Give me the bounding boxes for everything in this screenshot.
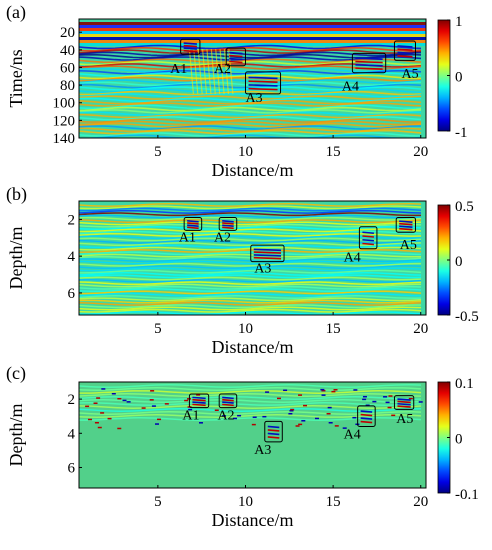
anomaly-label-a5: A5 — [396, 412, 413, 427]
x-tick-label: 20 — [413, 144, 428, 160]
y-tick-label: 100 — [53, 96, 76, 112]
x-tick-label: 5 — [154, 494, 162, 510]
colorbar-tick-label: 0 — [455, 254, 463, 270]
colorbar-tick-label: 0 — [455, 70, 463, 86]
x-tick-label: 15 — [326, 144, 341, 160]
colorbar-tick-label: 0.1 — [455, 376, 474, 392]
colorbar-tick-label: -1 — [455, 125, 468, 141]
anomaly-box-a5 — [395, 217, 416, 233]
x-axis-label: Distance/m — [212, 510, 294, 530]
y-tick-label: 40 — [60, 43, 75, 59]
anomaly-box-a1 — [180, 38, 201, 55]
x-tick-label: 10 — [238, 144, 253, 160]
anomaly-label-a1: A1 — [182, 409, 199, 424]
anomaly-box-a3 — [264, 420, 283, 443]
y-axis-label: Depth/m — [6, 404, 26, 467]
anomaly-box-a4 — [351, 52, 387, 74]
plot-frame — [78, 18, 427, 139]
anomaly-box-a3 — [244, 71, 282, 95]
panel-3: A1 A2 A3 A4 A5 5 10 15 20 2 4 6 Distance/m Depth/m (c)… — [6, 363, 479, 530]
anomaly-label-a3: A3 — [254, 262, 271, 277]
colorbar-tick-label: -0.1 — [455, 487, 479, 503]
anomaly-box-a3 — [250, 244, 285, 263]
y-tick-label: 120 — [53, 113, 76, 129]
colorbar-tick-label: 0 — [455, 432, 463, 448]
plot-frame — [78, 200, 427, 316]
panel-label: (a) — [6, 2, 26, 23]
anomaly-label-a1: A1 — [179, 230, 196, 245]
heatmap — [79, 19, 426, 138]
y-tick-label: 2 — [68, 392, 76, 408]
x-axis-label: Distance/m — [212, 160, 294, 180]
x-tick-label: 15 — [326, 321, 341, 337]
anomaly-label-a5: A5 — [401, 67, 418, 82]
y-tick-label: 6 — [68, 286, 76, 302]
y-tick-label: 2 — [68, 212, 76, 228]
anomaly-label-a4: A4 — [344, 427, 361, 442]
anomaly-label-a4: A4 — [342, 79, 359, 94]
anomaly-box-a1 — [188, 393, 210, 409]
y-tick-label: 4 — [68, 426, 76, 442]
anomaly-label-a2: A2 — [214, 230, 231, 245]
x-tick-label: 10 — [238, 494, 253, 510]
anomaly-box-a1 — [183, 217, 203, 231]
x-tick-label: 5 — [154, 144, 162, 160]
x-tick-label: 10 — [238, 321, 253, 337]
heatmap — [79, 201, 426, 315]
y-tick-label: 60 — [60, 60, 75, 76]
colorbar-tick-label: 0.5 — [455, 199, 474, 215]
colorbar-tick-label: -0.5 — [455, 309, 479, 325]
panel-label: (c) — [6, 363, 26, 384]
y-tick-label: 20 — [60, 25, 75, 41]
colorbar-tick-label: 1 — [455, 14, 463, 30]
anomaly-label-a2: A2 — [217, 409, 234, 424]
y-tick-label: 140 — [53, 131, 76, 147]
anomaly-box-a5 — [393, 40, 416, 61]
x-tick-label: 15 — [326, 494, 341, 510]
x-axis-label: Distance/m — [212, 337, 294, 357]
anomaly-box-a5 — [393, 395, 415, 410]
anomaly-label-a4: A4 — [344, 251, 361, 266]
y-tick-label: 6 — [68, 460, 76, 476]
anomaly-box-a2 — [218, 217, 238, 231]
y-axis-label: Depth/m — [6, 227, 26, 290]
heatmap — [79, 382, 426, 488]
anomaly-label-a5: A5 — [400, 238, 417, 253]
anomaly-label-a2: A2 — [214, 62, 231, 77]
anomaly-box-a4 — [357, 405, 376, 427]
anomaly-label-a3: A3 — [245, 91, 262, 106]
anomaly-box-a2 — [225, 47, 246, 67]
anomaly-label-a1: A1 — [170, 62, 187, 77]
anomaly-box-a4 — [358, 226, 378, 250]
x-tick-label: 5 — [154, 321, 162, 337]
x-tick-label: 20 — [413, 494, 428, 510]
y-tick-label: 4 — [68, 249, 76, 265]
y-tick-label: 80 — [60, 78, 75, 94]
y-axis-label: Time/ns — [6, 49, 26, 107]
panel-2: A1 A2 A3 A4 A5 5 10 15 20 2 4 6 Distance/m Depth/m (b)… — [6, 184, 479, 357]
plot-frame — [78, 381, 427, 489]
x-tick-label: 20 — [413, 321, 428, 337]
anomaly-box-a2 — [218, 393, 238, 409]
anomaly-label-a3: A3 — [254, 443, 271, 458]
panel-label: (b) — [6, 184, 27, 205]
